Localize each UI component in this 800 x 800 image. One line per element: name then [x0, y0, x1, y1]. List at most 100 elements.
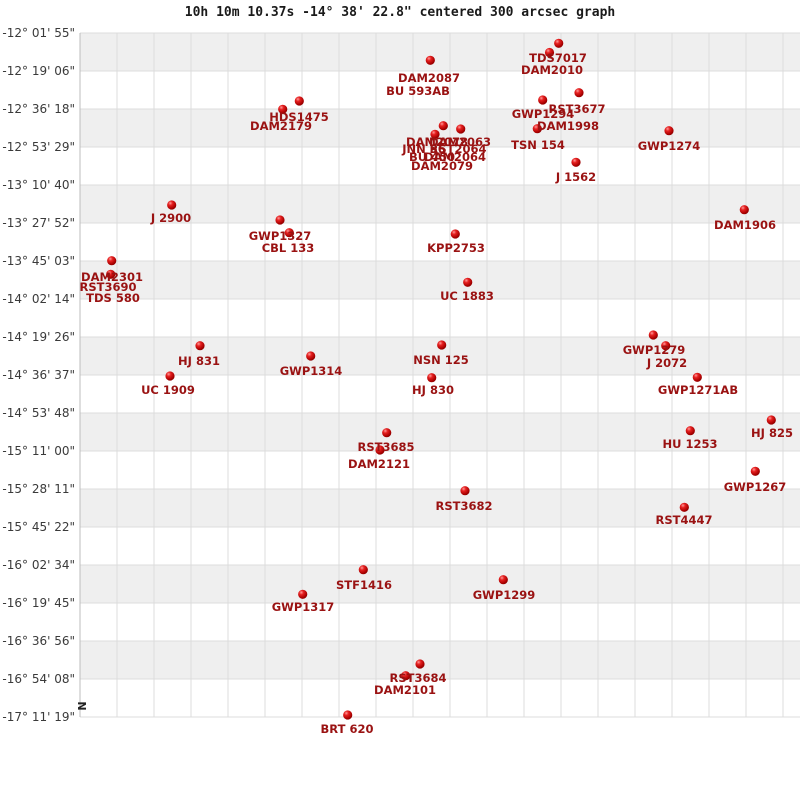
y-tick-label: -13° 45' 03": [2, 254, 75, 268]
star-label: DAM2078: [406, 135, 468, 149]
y-tick-label: -15° 11' 00": [2, 444, 75, 458]
star-label: GWP1294: [512, 107, 575, 121]
y-tick-label: -15° 28' 11": [2, 482, 75, 496]
y-tick-label: -12° 53' 29": [2, 140, 75, 154]
grid-band: [80, 413, 800, 451]
star-label: TSN 154: [511, 138, 565, 152]
y-tick-label: -12° 01' 55": [2, 26, 75, 40]
y-tick-label: -15° 45' 22": [2, 520, 75, 534]
y-tick-label: -14° 02' 14": [2, 292, 75, 306]
chart-title: 10h 10m 10.37s -14° 38' 22.8" centered 3…: [184, 5, 616, 20]
star-label: HJ 831: [178, 354, 220, 368]
star-label: DAM2121: [348, 457, 410, 471]
star-label: TDS 580: [86, 291, 140, 305]
y-tick-label: -14° 36' 37": [2, 368, 75, 382]
y-tick-label: -14° 19' 26": [2, 330, 75, 344]
star-point: [401, 671, 411, 681]
star-label: DAM2079: [411, 159, 473, 173]
star-label: HJ 825: [751, 426, 793, 440]
star-label: J 2900: [150, 211, 191, 225]
star-label: BRT 620: [321, 722, 374, 736]
star-point: [358, 565, 368, 575]
star-point: [195, 341, 205, 351]
star-point: [375, 445, 385, 455]
grid-band: [80, 33, 800, 71]
star-label: DAM2179: [250, 119, 312, 133]
star-point: [648, 330, 658, 340]
star-label: GWP1267: [724, 480, 787, 494]
y-tick-label: -17° 11' 19": [2, 710, 75, 724]
star-point: [275, 215, 285, 225]
grid-band: [80, 185, 800, 223]
star-point: [278, 104, 288, 114]
star-point: [739, 205, 749, 215]
star-label: TDS7017: [529, 51, 587, 65]
star-point: [692, 372, 702, 382]
star-point: [574, 88, 584, 98]
star-point: [298, 589, 308, 599]
star-point: [438, 121, 448, 131]
star-point: [106, 269, 116, 279]
star-label: DAM2301: [81, 270, 143, 284]
star-point: [430, 129, 440, 139]
star-point: [437, 340, 447, 350]
star-point: [538, 95, 548, 105]
star-point: [554, 38, 564, 48]
star-label: DAM2010: [521, 63, 583, 77]
star-label: HU 1253: [663, 437, 718, 451]
star-label: GWP1279: [623, 343, 686, 357]
star-label: DAM2087: [398, 71, 460, 85]
star-point: [167, 200, 177, 210]
star-label: RST3685: [358, 440, 415, 454]
star-label: GWP1314: [280, 364, 343, 378]
star-label: RST3677: [549, 102, 606, 116]
star-point: [685, 426, 695, 436]
star-label: DAM2064: [424, 150, 486, 164]
star-point: [571, 157, 581, 167]
star-point: [294, 96, 304, 106]
y-tick-label: -16° 02' 34": [2, 558, 75, 572]
north-compass-icon: N: [75, 701, 88, 710]
star-label: STF1416: [336, 578, 392, 592]
star-point: [343, 710, 353, 720]
star-point: [766, 415, 776, 425]
star-label: DAM2063: [429, 135, 491, 149]
star-point: [750, 466, 760, 476]
star-point: [664, 126, 674, 136]
star-label: JNN 56: [401, 142, 446, 156]
star-label: J 2072: [646, 356, 687, 370]
star-label: RST4447: [656, 513, 713, 527]
y-tick-label: -16° 19' 45": [2, 596, 75, 610]
star-label: HJ 830: [412, 383, 454, 397]
star-label: NSN 125: [413, 353, 469, 367]
star-label: KPP2753: [427, 241, 485, 255]
star-label: RST3682: [436, 499, 493, 513]
star-point: [382, 428, 392, 438]
star-label: HDS1475: [269, 110, 328, 124]
y-tick-label: -13° 10' 40": [2, 178, 75, 192]
y-tick-label: -12° 19' 06": [2, 64, 75, 78]
star-point: [661, 341, 671, 351]
star-point: [544, 47, 555, 58]
star-label: GWP1327: [249, 229, 312, 243]
star-label: GWP1317: [272, 600, 335, 614]
star-point: [415, 659, 425, 669]
star-label: BU 450: [409, 150, 455, 164]
star-point: [460, 486, 470, 496]
grid-band: [80, 565, 800, 603]
star-label: GWP1271AB: [658, 383, 738, 397]
star-label: DAM1906: [714, 218, 776, 232]
star-point: [450, 229, 460, 239]
y-tick-label: -16° 36' 56": [2, 634, 75, 648]
star-point: [425, 55, 435, 65]
star-point: [498, 575, 508, 585]
star-point: [165, 371, 175, 381]
star-point: [463, 277, 473, 287]
y-tick-label: -14° 53' 48": [2, 406, 75, 420]
y-tick-label: -13° 27' 52": [2, 216, 75, 230]
star-point: [306, 351, 316, 361]
star-label: RST3684: [390, 671, 447, 685]
star-label: RST3690: [80, 280, 137, 294]
